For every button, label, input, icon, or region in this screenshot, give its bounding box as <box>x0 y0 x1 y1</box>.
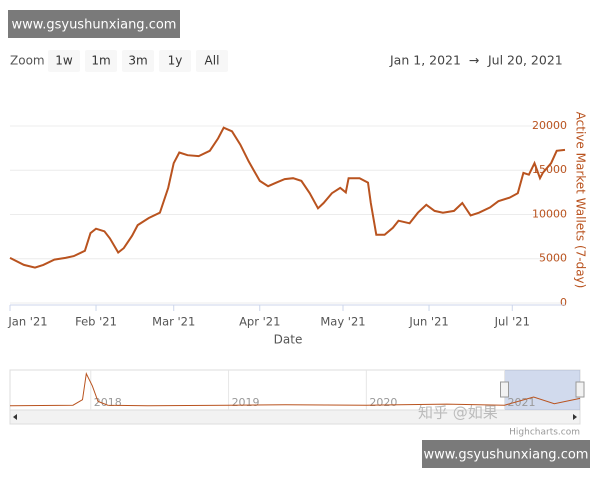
range-to: Jul 20, 2021 <box>487 53 563 68</box>
y-tick-label: 10000 <box>532 207 567 220</box>
zoom-label: Zoom <box>10 54 45 68</box>
y-tick-label: 15000 <box>532 163 567 176</box>
navigator-handle[interactable] <box>500 381 510 398</box>
zoom-button[interactable] <box>48 50 80 72</box>
x-tick-label: Apr '21 <box>239 315 280 329</box>
zoom-button-label[interactable]: 1m <box>91 54 110 68</box>
watermark-box <box>8 10 180 38</box>
y-axis-title: Active Market Wallets (7-day) <box>574 112 588 289</box>
x-tick-label: Jan '21 <box>7 315 47 329</box>
zoom-button[interactable] <box>122 50 154 72</box>
navigator-tick-label: 2021 <box>508 396 536 409</box>
y-tick-label: 20000 <box>532 119 567 132</box>
y-tick-label: 5000 <box>539 252 567 265</box>
navigator-tick-label: 2020 <box>369 396 397 409</box>
watermark: www.gsyushunxiang.com <box>12 18 177 33</box>
scroll-right[interactable] <box>573 414 577 420</box>
x-tick-label: Jul '21 <box>494 315 530 329</box>
zoom-button-label[interactable]: 1w <box>55 54 73 68</box>
x-tick-label: May '21 <box>320 315 365 329</box>
zoom-button-label[interactable]: 3m <box>128 54 147 68</box>
x-tick-label: Jun '21 <box>408 315 448 329</box>
navigator-tick-label: 2018 <box>94 396 122 409</box>
x-tick-label: Feb '21 <box>75 315 117 329</box>
navigator-line <box>9 372 581 407</box>
watermark: www.gsyushunxiang.com <box>424 448 589 463</box>
series-line <box>9 126 566 269</box>
navigator-tick-label: 2019 <box>232 396 260 409</box>
zoom-button[interactable] <box>85 50 117 72</box>
range-arrow: → <box>469 53 479 68</box>
scroll-left[interactable] <box>13 414 17 420</box>
scrollbar[interactable] <box>9 409 581 425</box>
zoom-button[interactable] <box>159 50 191 72</box>
x-axis-title: Date <box>274 333 303 347</box>
zoom-button[interactable] <box>196 50 228 72</box>
range-from: Jan 1, 2021 <box>389 53 461 68</box>
navigator-selection[interactable] <box>504 370 580 410</box>
y-tick-label: 0 <box>560 296 567 309</box>
credits[interactable]: Highcharts.com <box>509 428 580 438</box>
zoom-button-label[interactable]: All <box>205 54 220 68</box>
zoom-button-label[interactable]: 1y <box>168 54 183 68</box>
zhihu-watermark: 知乎 @如果 <box>418 404 498 422</box>
navigator-handle[interactable] <box>575 381 585 398</box>
x-tick-label: Mar '21 <box>152 315 195 329</box>
watermark-box <box>422 440 590 468</box>
